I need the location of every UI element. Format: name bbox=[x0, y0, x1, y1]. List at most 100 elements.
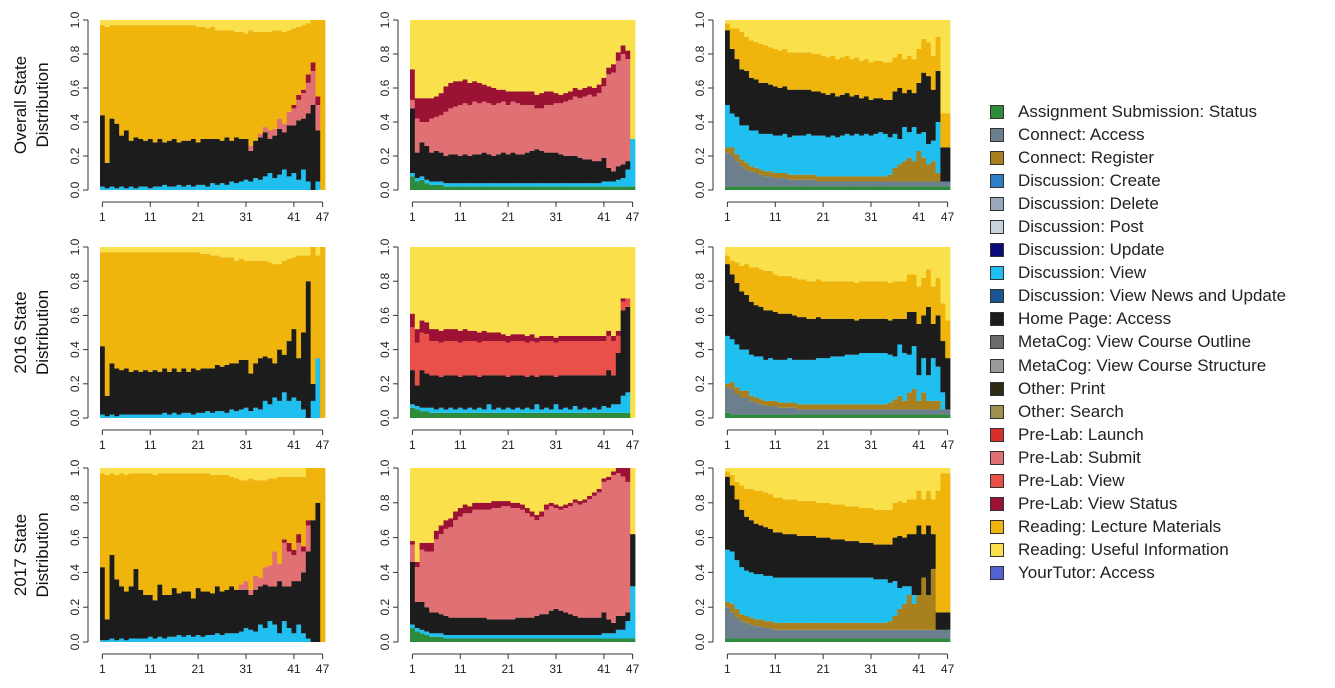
bar-segment bbox=[433, 181, 440, 185]
bar-segment bbox=[630, 247, 636, 418]
bar-segment bbox=[844, 281, 850, 319]
bar-segment bbox=[457, 342, 464, 377]
bar-segment bbox=[567, 468, 574, 503]
bar-segment bbox=[171, 473, 177, 589]
bar-segment bbox=[625, 298, 631, 307]
bar-segment bbox=[729, 28, 735, 49]
bar-segment bbox=[419, 247, 425, 321]
bar-segment bbox=[940, 629, 946, 639]
bar-segment bbox=[577, 335, 583, 342]
bar-segment bbox=[625, 50, 631, 60]
bar-segment bbox=[606, 619, 612, 634]
bar-segment bbox=[615, 638, 622, 642]
bar-segment bbox=[524, 152, 531, 184]
bar-segment bbox=[123, 188, 130, 190]
bar-segment bbox=[301, 572, 307, 634]
bar-segment bbox=[305, 281, 312, 418]
bar-segment bbox=[806, 409, 812, 415]
bar-segment bbox=[887, 354, 893, 403]
bar-segment bbox=[238, 359, 245, 410]
bar-segment bbox=[205, 28, 211, 139]
panel-overall-cluster1: 0.00.20.40.60.81.01 11 21 31 41 47 bbox=[68, 11, 329, 224]
bar-segment bbox=[835, 137, 841, 177]
bar-segment bbox=[515, 20, 521, 92]
bar-segment bbox=[921, 358, 927, 393]
legend-label: Discussion: View bbox=[1018, 263, 1147, 283]
bar-segment bbox=[839, 186, 846, 190]
bar-segment bbox=[281, 354, 288, 393]
bar-segment bbox=[825, 247, 831, 282]
bar-segment bbox=[734, 247, 740, 263]
bar-segment bbox=[481, 375, 487, 410]
bar-segment bbox=[868, 468, 874, 509]
bar-segment bbox=[611, 474, 617, 623]
bar-segment bbox=[104, 395, 110, 417]
bar-segment bbox=[524, 617, 531, 636]
bar-segment bbox=[138, 25, 144, 140]
bar-segment bbox=[520, 375, 526, 410]
bar-segment bbox=[777, 50, 783, 88]
bar-segment bbox=[873, 353, 879, 405]
bar-segment bbox=[753, 490, 759, 524]
bar-segment bbox=[438, 534, 444, 615]
bar-segment bbox=[859, 353, 865, 405]
bar-segment bbox=[734, 116, 740, 155]
bar-segment bbox=[429, 542, 435, 552]
bar-segment bbox=[801, 535, 807, 578]
bar-segment bbox=[878, 181, 884, 187]
bar-segment bbox=[796, 279, 802, 318]
bar-segment bbox=[210, 468, 216, 475]
bar-segment bbox=[768, 47, 774, 85]
bar-segment bbox=[467, 247, 473, 331]
bar-segment bbox=[744, 390, 750, 398]
bar-segment bbox=[257, 247, 264, 261]
bar-segment bbox=[500, 20, 507, 90]
bar-segment bbox=[835, 318, 841, 357]
bar-segment bbox=[930, 186, 937, 190]
x-tick-label: 41 bbox=[912, 662, 926, 676]
x-tick-label: 11 bbox=[769, 438, 782, 452]
bar-segment bbox=[868, 409, 874, 415]
bar-segment bbox=[787, 52, 793, 90]
bar-segment bbox=[940, 147, 946, 182]
bar-segment bbox=[878, 353, 884, 405]
bar-segment bbox=[572, 635, 578, 639]
bar-segment bbox=[505, 105, 511, 155]
bar-segment bbox=[310, 520, 316, 642]
bar-segment bbox=[433, 341, 440, 376]
bar-segment bbox=[792, 577, 798, 623]
bar-segment bbox=[234, 633, 240, 642]
bar-segment bbox=[882, 176, 889, 182]
bar-segment bbox=[219, 468, 225, 475]
bar-segment bbox=[582, 247, 588, 336]
bar-segment bbox=[830, 135, 836, 177]
bar-segment bbox=[744, 615, 750, 623]
bar-segment bbox=[286, 551, 292, 587]
bar-segment bbox=[128, 25, 134, 141]
bar-segment bbox=[892, 181, 898, 187]
bar-segment bbox=[801, 622, 807, 630]
y-tick-label: 0.4 bbox=[693, 564, 707, 581]
bar-segment bbox=[830, 409, 836, 415]
bar-segment bbox=[429, 341, 435, 376]
bar-segment bbox=[763, 82, 769, 134]
bar-segment bbox=[100, 186, 106, 190]
bar-segment bbox=[777, 178, 783, 187]
bar-segment bbox=[748, 77, 755, 131]
bar-segment bbox=[734, 59, 740, 117]
bar-segment bbox=[257, 577, 264, 587]
bar-segment bbox=[515, 247, 521, 335]
bar-segment bbox=[930, 638, 937, 642]
bar-segment bbox=[906, 132, 913, 158]
bar-segment bbox=[104, 252, 110, 396]
bar-segment bbox=[524, 638, 531, 642]
bar-segment bbox=[133, 370, 139, 415]
y-tick-label: 0.4 bbox=[68, 341, 82, 358]
bar-segment bbox=[868, 629, 874, 639]
bar-segment bbox=[796, 359, 802, 405]
bar-segment bbox=[906, 311, 913, 355]
row-label-line: Distribution bbox=[33, 62, 52, 147]
bar-segment bbox=[143, 595, 149, 639]
bar-segment bbox=[553, 404, 559, 413]
bar-segment bbox=[830, 629, 836, 639]
